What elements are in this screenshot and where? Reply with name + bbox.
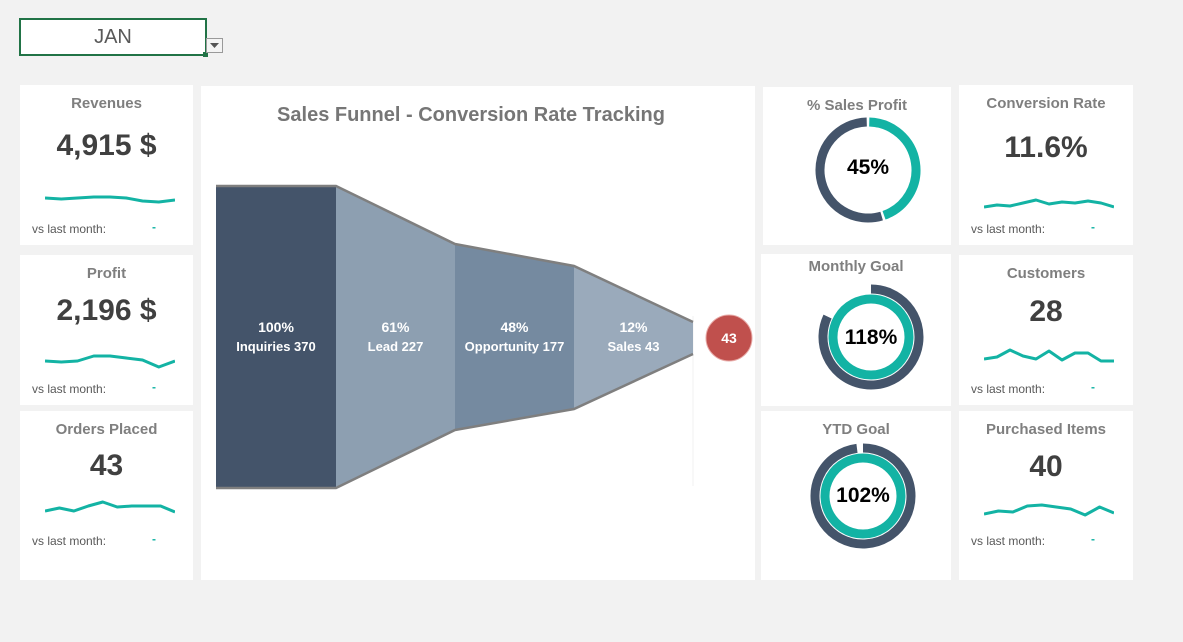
sparkline-path: [45, 354, 175, 369]
revenues-value: 4,915 $: [56, 129, 157, 162]
revenues-sparkline: [45, 195, 175, 204]
orders-delta: -: [152, 532, 156, 546]
ytd-goal-gauge-card: YTD Goal 102%: [761, 411, 951, 580]
customers-card: Customers 28 vs last month: -: [959, 255, 1133, 405]
sales-result-badge-value: 43: [721, 330, 737, 346]
funnel-title: Sales Funnel - Conversion Rate Tracking: [277, 104, 665, 126]
gauge-goal-arc: [810, 443, 916, 549]
purchased-items-sparkline: [984, 503, 1114, 517]
revenues-vs-label: vs last month:: [32, 222, 107, 236]
purchased-items-value: 40: [1029, 450, 1063, 483]
conversion-rate-title: Conversion Rate: [986, 95, 1106, 112]
sparkline-path: [45, 500, 175, 514]
orders-title: Orders Placed: [55, 421, 158, 438]
gauge-remaining-arc: [815, 117, 883, 223]
funnel-top-outline: [216, 184, 694, 324]
funnel-name-opportunity: Opportunity 177: [464, 339, 565, 354]
profit-vs-label: vs last month:: [32, 382, 107, 396]
gauge-goal-arc: [818, 284, 924, 390]
sales-profit-value: 45%: [846, 156, 890, 179]
purchased-items-card: Purchased Items 40 vs last month: -: [959, 411, 1133, 580]
sales-profit-gauge-card: % Sales Profit 45%: [763, 87, 951, 245]
purchased-items-vs-label: vs last month:: [971, 534, 1046, 548]
conversion-rate-delta: -: [1091, 220, 1095, 234]
month-value: JAN: [94, 25, 132, 48]
customers-vs-label: vs last month:: [971, 382, 1046, 396]
ytd-goal-gauge: [810, 443, 916, 549]
customers-sparkline: [984, 348, 1114, 363]
funnel-pct-opportunity: 48%: [500, 319, 529, 335]
ytd-goal-value: 102%: [836, 484, 890, 507]
orders-sparkline: [45, 500, 175, 514]
revenues-card: Revenues 4,915 $ vs last month: -: [20, 85, 193, 245]
funnel-label-inquiries: 100% Inquiries 370: [216, 317, 336, 357]
month-dropdown-button[interactable]: [206, 38, 223, 53]
funnel-pct-inquiries: 100%: [258, 319, 294, 335]
monthly-goal-gauge: [818, 284, 924, 390]
funnel-name-lead: Lead 227: [367, 339, 424, 354]
revenues-title: Revenues: [71, 95, 142, 112]
sales-result-badge: [705, 314, 753, 362]
cell-fill-handle[interactable]: [203, 52, 208, 57]
funnel-chart: [216, 184, 753, 490]
orders-value: 43: [89, 449, 124, 482]
funnel-stage-lead: [336, 186, 455, 488]
gauge-progress-arc: [820, 453, 906, 539]
sparkline-path: [984, 348, 1114, 363]
funnel-stage-opportunity: [455, 244, 574, 430]
sales-profit-title: % Sales Profit: [806, 97, 908, 114]
profit-value: 2,196 $: [56, 294, 157, 327]
funnel-label-lead: 61% Lead 227: [336, 317, 455, 357]
purchased-items-delta: -: [1091, 532, 1095, 546]
sparkline-path: [984, 503, 1114, 517]
revenues-delta: -: [152, 220, 156, 234]
orders-card: Orders Placed 43 vs last month: -: [20, 411, 193, 580]
funnel-stage-sales: [574, 266, 693, 409]
conversion-rate-sparkline: [984, 198, 1114, 209]
monthly-goal-value: 118%: [844, 326, 898, 349]
customers-delta: -: [1091, 380, 1095, 394]
funnel-bottom-outline: [216, 352, 694, 490]
purchased-items-title: Purchased Items: [985, 421, 1107, 438]
sparkline-path: [45, 195, 175, 204]
funnel-name-inquiries: Inquiries 370: [236, 339, 316, 354]
profit-delta: -: [152, 380, 156, 394]
funnel-stage-inquiries: [216, 186, 336, 488]
conversion-rate-card: Conversion Rate 11.6% vs last month: -: [959, 85, 1133, 245]
sparkline-path: [984, 198, 1114, 209]
ytd-goal-title: YTD Goal: [822, 421, 890, 438]
conversion-rate-vs-label: vs last month:: [971, 222, 1046, 236]
monthly-goal-gauge-card: Monthly Goal 118%: [761, 254, 951, 406]
funnel-pct-sales: 12%: [619, 319, 648, 335]
funnel-label-opportunity: 48% Opportunity 177: [453, 317, 576, 357]
customers-title: Customers: [1006, 265, 1086, 282]
funnel-pct-lead: 61%: [381, 319, 410, 335]
gauge-value-arc: [869, 117, 921, 220]
chevron-down-icon: [210, 42, 219, 48]
conversion-rate-value: 11.6%: [1004, 131, 1088, 164]
customers-value: 28: [1029, 295, 1063, 328]
profit-sparkline: [45, 354, 175, 369]
profit-title: Profit: [86, 265, 127, 282]
sales-funnel-card: Sales Funnel - Conversion Rate Tracking …: [201, 86, 755, 580]
profit-card: Profit 2,196 $ vs last month: -: [20, 255, 193, 405]
funnel-label-sales: 12% Sales 43: [574, 317, 693, 357]
monthly-goal-title: Monthly Goal: [808, 258, 904, 275]
orders-vs-label: vs last month:: [32, 534, 107, 548]
month-selector[interactable]: JAN: [19, 18, 208, 57]
sales-profit-gauge: [815, 117, 921, 223]
gauge-progress-arc: [828, 294, 914, 380]
funnel-name-sales: Sales 43: [607, 339, 660, 354]
